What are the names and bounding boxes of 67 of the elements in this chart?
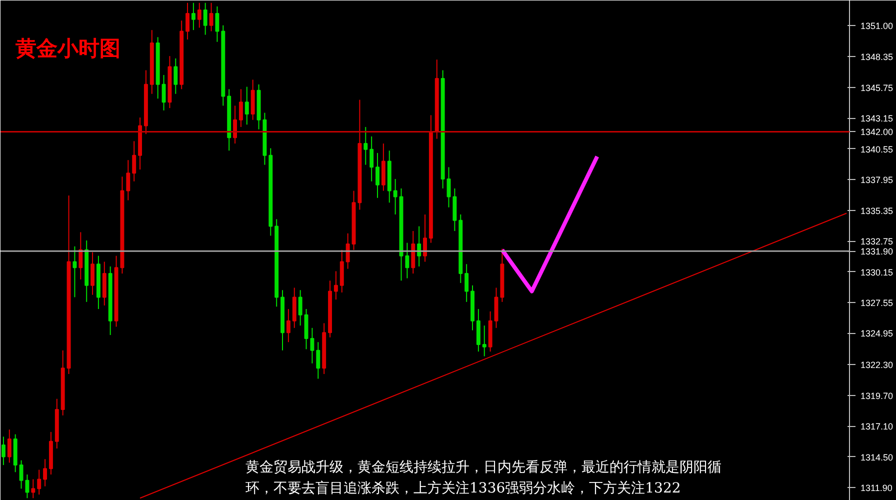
candlestick xyxy=(162,74,166,111)
y-tick-label: 1351.00 xyxy=(860,20,894,31)
candlestick xyxy=(286,308,290,343)
candlestick xyxy=(310,327,314,364)
y-tick-label: 1314.50 xyxy=(860,452,894,462)
candlestick xyxy=(340,249,344,293)
y-tick-label: 1332.75 xyxy=(860,236,894,247)
candlestick xyxy=(186,2,190,40)
candlestick xyxy=(37,469,42,496)
candlestick xyxy=(233,105,237,144)
candlestick xyxy=(174,58,178,94)
candlestick xyxy=(482,325,486,357)
candlestick xyxy=(316,342,320,380)
candlestick xyxy=(405,242,410,279)
candlestick xyxy=(197,2,202,28)
y-tick-label: 1317.10 xyxy=(860,422,894,432)
candlestick xyxy=(25,474,30,499)
y-tick-label: 1322.30 xyxy=(860,360,894,370)
candlestick xyxy=(1,436,6,466)
annotation: 黄金贸易战升级，黄金短线持续拉升，日内先看反弹，最近的行情就是阴阳循环，不要去盲目追涨杀跌，上方关注1336强弱分水岭，下方关注1322 xyxy=(246,460,722,496)
candlestick xyxy=(464,264,469,302)
candlestick xyxy=(191,2,196,31)
y-tick-label: 1327.55 xyxy=(860,298,894,308)
y-tick-label: 1340.55 xyxy=(860,144,894,154)
candlestick xyxy=(43,458,48,487)
candlestick xyxy=(126,160,130,201)
text: 黄金小时图 xyxy=(14,36,120,60)
candlestick xyxy=(292,287,296,328)
candlestick xyxy=(19,460,24,490)
candlestick xyxy=(393,178,398,215)
candlestick xyxy=(423,214,427,262)
candlestick xyxy=(215,6,220,42)
candlestick xyxy=(411,230,416,274)
y-tick-label: 1330.15 xyxy=(860,267,894,278)
candlestick xyxy=(476,308,480,352)
y-tick-label: 1324.95 xyxy=(860,328,894,339)
y-tick-label: 1343.15 xyxy=(860,114,894,124)
candlestick xyxy=(78,232,83,280)
candlestick xyxy=(346,232,350,270)
candlestick xyxy=(370,136,374,182)
candlestick xyxy=(417,226,422,267)
ref-line-label: 1331.90 xyxy=(860,246,894,257)
candlestick xyxy=(209,2,214,32)
candlestick xyxy=(250,79,255,120)
candlestick xyxy=(90,252,95,296)
ref-line-label: 1342.00 xyxy=(860,127,894,138)
candlestick xyxy=(298,290,302,326)
candlestick xyxy=(238,88,243,128)
candlestick xyxy=(132,140,136,182)
y-tick-label: 1337.95 xyxy=(860,175,894,186)
candlestick xyxy=(494,287,498,328)
y-tick-label: 1319.70 xyxy=(860,390,894,401)
candlestick xyxy=(334,270,338,300)
candlestick xyxy=(452,188,457,232)
candlestick xyxy=(203,2,208,36)
y-tick-label: 1348.35 xyxy=(860,52,894,62)
y-tick-label: 1345.75 xyxy=(860,82,894,93)
candlestick xyxy=(376,152,380,198)
candlestick xyxy=(364,126,368,166)
candlestick xyxy=(31,478,36,499)
candlestick xyxy=(7,429,12,464)
y-tick-label: 1335.35 xyxy=(860,206,894,216)
candlestick xyxy=(72,246,77,298)
candlestick xyxy=(381,143,386,192)
candlestick xyxy=(102,261,106,306)
candlestick xyxy=(244,86,249,126)
y-tick-label: 1311.90 xyxy=(860,483,892,493)
